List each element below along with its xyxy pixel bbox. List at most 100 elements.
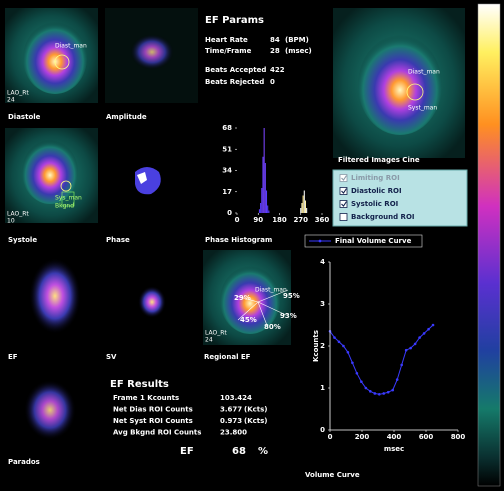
chart-title: Phase Histogram xyxy=(205,236,272,244)
x-tick-label: 800 xyxy=(451,433,466,441)
result-label: Frame 1 Kcounts xyxy=(113,394,179,402)
legend-box xyxy=(304,234,423,248)
x-tick-label: 360 xyxy=(315,216,330,224)
cine-box xyxy=(332,169,468,227)
ef-value: 68 xyxy=(232,446,246,457)
checkbox-label[interactable]: Limiting ROI xyxy=(351,174,400,182)
section-title: EF Results xyxy=(110,379,169,390)
panel-sv: SV xyxy=(105,250,198,361)
bar xyxy=(300,208,302,213)
bar xyxy=(267,205,269,213)
y-tick-label: 4 xyxy=(320,258,325,266)
bar xyxy=(261,188,263,213)
x-tick-label: 0 xyxy=(328,433,333,441)
chart-title: Volume Curve xyxy=(305,471,360,479)
panel-diastole: Diast_man LAO_Rt 24 Diastole xyxy=(5,8,98,121)
overlay: Syst_man xyxy=(408,105,437,112)
param-value: 84 xyxy=(270,36,280,44)
bar xyxy=(262,156,264,213)
panel-label: Diastole xyxy=(8,113,41,121)
legend-label: Final Volume Curve xyxy=(335,237,412,245)
param-value: 28 xyxy=(270,47,280,55)
overlay: LAO_Rt xyxy=(7,211,29,218)
result-value: (Kcts) xyxy=(244,406,268,414)
result-label: Net Syst ROI Counts xyxy=(113,417,193,425)
checkbox[interactable] xyxy=(339,200,348,208)
series-line xyxy=(329,324,434,395)
x-tick-label: 270 xyxy=(293,216,308,224)
x-tick-label: 90 xyxy=(253,216,263,224)
result-value: (Kcts) xyxy=(244,417,268,425)
point xyxy=(369,390,372,393)
point xyxy=(391,388,395,392)
bar xyxy=(304,200,307,213)
panel-ef: EF xyxy=(5,250,98,361)
point xyxy=(409,346,412,350)
x-tick-label: 600 xyxy=(419,433,434,441)
y-tick-label: 3 xyxy=(320,300,325,308)
point xyxy=(333,336,336,339)
panel-systole: Sys_man Bkgnd LAO_Rt 10 Systole xyxy=(5,128,98,244)
overlay: Bkgnd xyxy=(55,203,74,210)
check-mark xyxy=(341,188,347,194)
param-value: (msec) xyxy=(285,47,312,55)
y-tick-label: 0 xyxy=(320,426,325,434)
section-title: Filtered Images Cine xyxy=(338,156,420,164)
panel-phase: Phase xyxy=(105,128,198,244)
x-axis-label: msec xyxy=(384,445,404,453)
point xyxy=(351,361,354,365)
regional-ef-value: 29% xyxy=(234,294,251,302)
panel-regional-ef: Diast_man LAO_Rt 24 29% 95% 93% 45% 80% … xyxy=(203,250,300,361)
regional-ef-value: 95% xyxy=(283,292,300,300)
bar xyxy=(303,190,305,213)
y-tick-label: 1 xyxy=(320,384,325,392)
point xyxy=(342,344,345,348)
point xyxy=(427,327,430,331)
point xyxy=(431,323,435,327)
overlay: 24 xyxy=(205,337,213,344)
panel-parados: Parados xyxy=(5,370,98,466)
ef-label: EF xyxy=(180,446,194,457)
panel-amplitude: Amplitude xyxy=(105,8,198,121)
ef-unit: % xyxy=(258,446,268,457)
cine-image: Diast_man Syst_man xyxy=(333,8,465,158)
y-tick-label: 51 xyxy=(222,145,232,153)
checkbox-label[interactable]: Diastolic ROI xyxy=(351,187,402,195)
x-tick-label: 180 xyxy=(272,216,287,224)
point xyxy=(364,386,368,390)
regional-ef-value: 45% xyxy=(240,316,257,324)
y-tick-label: 2 xyxy=(320,342,325,350)
result-label: Net Dias ROI Counts xyxy=(113,406,193,414)
result-value: 23.800 xyxy=(220,429,247,437)
bar xyxy=(264,163,266,213)
point xyxy=(355,372,359,375)
checkbox[interactable] xyxy=(339,174,348,182)
overlay: Diast_man xyxy=(408,69,440,76)
overlay: Diast_man xyxy=(55,43,87,50)
panel-label: Phase xyxy=(106,236,130,244)
panel-label: Amplitude xyxy=(106,113,147,121)
point xyxy=(395,378,399,381)
param-value: 0 xyxy=(270,78,275,86)
overlay: LAO_Rt xyxy=(205,330,227,337)
checkbox[interactable] xyxy=(339,187,348,195)
param-label: Beats Rejected xyxy=(205,78,264,86)
bar xyxy=(301,203,303,213)
point xyxy=(360,380,363,384)
section-title: EF Params xyxy=(205,15,264,26)
y-tick-label: 0 xyxy=(227,209,232,217)
point xyxy=(400,363,403,367)
point xyxy=(404,348,408,352)
checkbox-label[interactable]: Background ROI xyxy=(351,213,415,221)
checkbox[interactable] xyxy=(339,213,348,221)
bar xyxy=(260,203,262,213)
y-tick-label: 34 xyxy=(222,167,232,175)
param-label: Beats Accepted xyxy=(205,66,266,74)
checkbox-label[interactable]: Systolic ROI xyxy=(351,200,398,208)
result-value: 103.424 xyxy=(220,394,252,402)
point xyxy=(413,342,417,346)
y-tick-label: 17 xyxy=(222,188,232,196)
bar xyxy=(258,209,260,213)
point xyxy=(377,393,381,396)
